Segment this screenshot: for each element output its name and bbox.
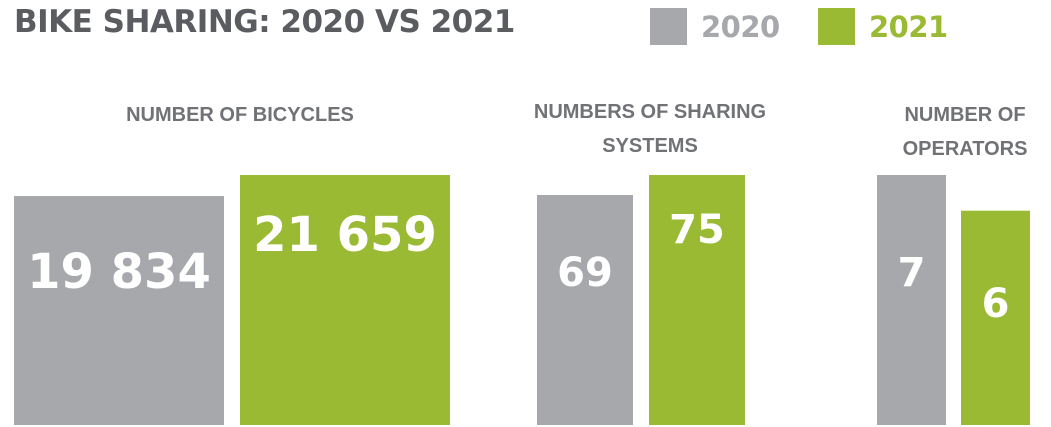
bar-value-label-operators-2021: 6 [982, 281, 1010, 327]
bar-value-label-bicycles-2021: 21 659 [253, 207, 437, 263]
bar-value-label-sharing-systems-2021: 75 [669, 207, 725, 253]
legend-swatch-2020 [650, 8, 687, 45]
panel-title-operators: NUMBER OF OPERATORS [870, 98, 1051, 166]
panel-title-line: NUMBER OF BICYCLES [126, 104, 354, 126]
panel-title-line: NUMBERS OF SHARING [533, 101, 767, 123]
legend-label-2021: 2021 [869, 9, 948, 44]
panel-title-sharing-systems: NUMBERS OF SHARING SYSTEMS [490, 95, 810, 163]
panel-title-line: NUMBER OF [904, 104, 1026, 126]
bar-operators-2020 [877, 175, 946, 425]
bar-bicycles-2020 [14, 196, 224, 425]
chart-title: BIKE SHARING: 2020 VS 2021 [14, 4, 515, 40]
bar-operators-2021 [961, 210, 1030, 425]
legend-label-2020: 2020 [701, 9, 780, 44]
bar-sharing-systems-2020 [537, 195, 633, 425]
panel-title-line: SYSTEMS [602, 135, 698, 157]
panel-title-bicycles: NUMBER OF BICYCLES [20, 98, 460, 132]
legend-swatch-2021 [818, 8, 855, 45]
legend-item-2021: 2021 [818, 8, 948, 45]
bar-value-label-operators-2020: 7 [898, 250, 926, 296]
legend-item-2020: 2020 [650, 8, 780, 45]
bar-value-label-sharing-systems-2020: 69 [557, 250, 613, 296]
bar-value-label-bicycles-2020: 19 834 [27, 244, 211, 300]
panel-title-line: OPERATORS [902, 138, 1028, 160]
bar-sharing-systems-2021 [649, 175, 745, 425]
bar-bicycles-2021 [240, 175, 450, 425]
